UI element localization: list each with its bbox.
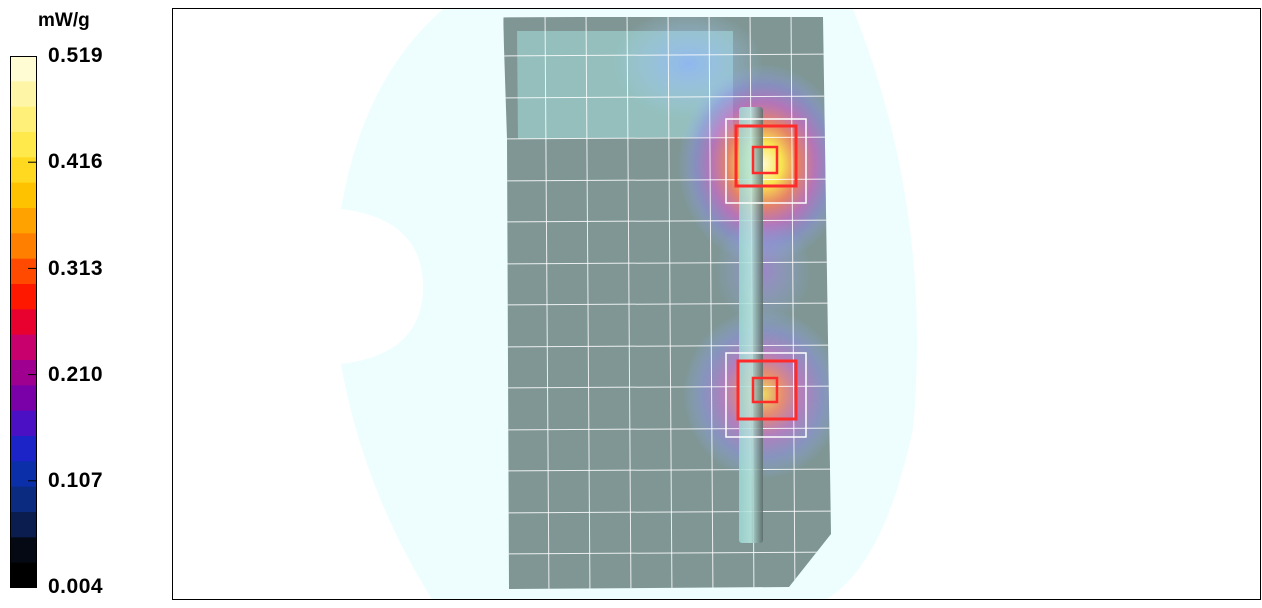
colorbar-tick-label: 0.210 [48,363,104,386]
colorbar-swatch [10,360,37,386]
grid-line-horizontal [503,302,831,306]
sar-plot [341,9,917,599]
colorbar-tick-label: 0.004 [48,575,104,598]
colorbar-swatch [10,309,37,336]
colorbar-swatch [10,562,37,588]
grid-line-horizontal [503,261,831,265]
colorbar-swatch [10,106,37,133]
grid-line-horizontal [503,551,831,555]
grid-line-horizontal [503,427,831,431]
colorbar-swatch [10,233,37,260]
grid-line-horizontal [503,510,831,514]
grid-line-vertical [626,17,632,589]
grid-line-horizontal [503,468,831,472]
peak-marker-lower-outer [736,359,798,421]
colorbar-swatch [10,284,37,310]
colorbar-swatch [10,512,37,538]
colorbar-swatch [10,436,37,462]
colorbar-swatch [10,182,37,209]
colorbar-swatch [10,258,37,285]
peak-marker-upper-outer [734,124,798,188]
colorbar-swatch [10,208,37,234]
colorbar-unit-label: mW/g [38,10,90,31]
colorbar-legend: mW/g 0.519 0.416 0.313 0.210 0.107 0.004 [0,0,170,608]
grid-line-horizontal [503,95,831,99]
colorbar-tick-label: 0.416 [48,150,104,173]
colorbar-tick-label: 0.519 [48,44,104,67]
grid-line-horizontal [503,178,831,182]
grid-line-vertical [790,17,796,589]
plot-area [172,8,1261,600]
colorbar-swatch [10,56,37,82]
grid-line-horizontal [503,136,831,140]
colorbar-swatch [10,385,37,412]
colorbar-swatch [10,132,37,158]
colorbar-tick-label: 0.313 [48,257,104,280]
colorbar-swatch [10,410,37,437]
grid-line-horizontal [503,53,831,57]
peak-marker-lower-inner [751,376,779,404]
colorbar [10,56,37,588]
colorbar-tick-label: 0.107 [48,469,104,492]
grid-line-horizontal [503,344,831,348]
grid-line-vertical [708,17,714,589]
zoom-scan-box-upper [725,118,807,204]
colorbar-swatch [10,157,37,184]
peak-marker-upper-inner [751,145,779,175]
colorbar-swatch [10,461,37,488]
grid-line-horizontal [503,219,831,223]
zoom-scan-box-lower [725,352,807,438]
colorbar-swatch [10,537,37,564]
colorbar-border [10,56,37,588]
colorbar-swatch [10,334,37,361]
grid-line-horizontal [503,385,831,389]
colorbar-swatch [10,486,37,513]
grid-line-vertical [667,17,673,589]
antenna-rod [739,107,763,543]
grid-line-vertical [585,17,591,589]
colorbar-swatch [10,81,37,108]
